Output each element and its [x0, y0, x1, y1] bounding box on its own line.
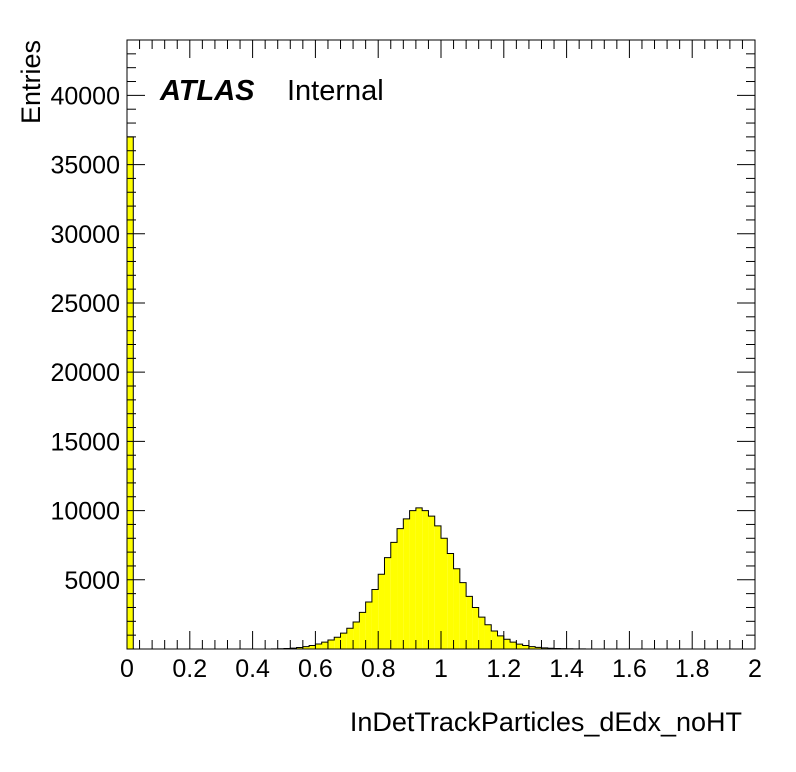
- histogram-bin: [491, 631, 498, 649]
- x-axis-title: InDetTrackParticles_dEdx_noHT: [350, 707, 742, 737]
- histogram-bin: [428, 516, 435, 649]
- histogram-bin: [422, 510, 429, 649]
- x-tick-label: 1.2: [486, 655, 521, 683]
- histogram-bin: [415, 507, 423, 649]
- histogram-bin: [127, 136, 134, 650]
- atlas-label: ATLAS: [159, 75, 255, 107]
- histogram-bin: [371, 589, 379, 649]
- histogram-bin: [522, 645, 529, 649]
- internal-label: Internal: [287, 75, 384, 107]
- x-tick-label: 0.2: [172, 655, 207, 683]
- x-tick-label: 0: [120, 655, 134, 683]
- histogram-bin: [403, 518, 410, 649]
- histogram-bin: [409, 510, 416, 649]
- histogram-bin: [516, 644, 523, 649]
- histogram-bin: [315, 644, 322, 649]
- histogram-bin: [390, 542, 398, 649]
- axis-tick-labels: 0 0.2 0.4 0.6 0.8 1 1.2 1.4 1.6 1.8 25000100001500…: [50, 82, 761, 683]
- histogram-bin: [528, 646, 536, 649]
- x-tick-label: 1.6: [612, 655, 647, 683]
- x-tick-label: 0.8: [361, 655, 396, 683]
- histogram-bin: [309, 645, 316, 649]
- x-tick-label: 0.6: [298, 655, 333, 683]
- histogram-bars: [127, 136, 586, 650]
- histogram-bin: [472, 607, 479, 649]
- x-tick-label: 1.4: [549, 655, 584, 683]
- y-tick-label: 30000: [50, 221, 120, 249]
- x-tick-label: 0.4: [235, 655, 270, 683]
- y-tick-label: 35000: [50, 152, 120, 180]
- histogram-bin: [378, 574, 385, 649]
- y-tick-label: 15000: [50, 428, 120, 456]
- histogram-bin: [459, 582, 467, 649]
- y-tick-label: 40000: [50, 82, 120, 110]
- histogram-bin: [541, 647, 548, 649]
- histogram-bin: [321, 642, 328, 649]
- histogram-bin: [510, 642, 517, 649]
- x-tick-label: 2: [748, 655, 762, 683]
- histogram-bin: [535, 647, 542, 649]
- x-tick-label: 1.8: [675, 655, 710, 683]
- histogram-bin: [484, 624, 492, 649]
- histogram-bin: [478, 617, 485, 649]
- histogram-bin: [302, 646, 310, 649]
- histogram-bin: [353, 622, 360, 649]
- histogram-bin: [453, 568, 460, 649]
- histogram-bin: [397, 528, 404, 649]
- histogram-bin: [384, 557, 391, 649]
- axis-ticks: [126, 39, 756, 649]
- histogram-bin: [434, 525, 441, 649]
- histogram-bin: [359, 612, 366, 649]
- y-tick-label: 5000: [64, 567, 120, 595]
- histogram-bin: [365, 601, 372, 649]
- histogram-bin: [447, 553, 454, 649]
- y-tick-label: 25000: [50, 290, 120, 318]
- histogram-bin: [334, 637, 341, 649]
- histogram-bin: [497, 635, 504, 649]
- histogram-bin: [296, 647, 303, 649]
- histogram-bin: [346, 628, 354, 649]
- x-tick-label: 1: [434, 655, 448, 683]
- histogram-bin: [327, 640, 335, 649]
- histogram-bin: [503, 639, 511, 649]
- y-tick-label: 20000: [50, 359, 120, 387]
- y-tick-label: 10000: [50, 498, 120, 526]
- y-axis-title: Entries: [16, 40, 46, 124]
- histogram-bin: [340, 633, 347, 649]
- histogram-bin: [466, 596, 473, 649]
- histogram-bin: [441, 538, 448, 649]
